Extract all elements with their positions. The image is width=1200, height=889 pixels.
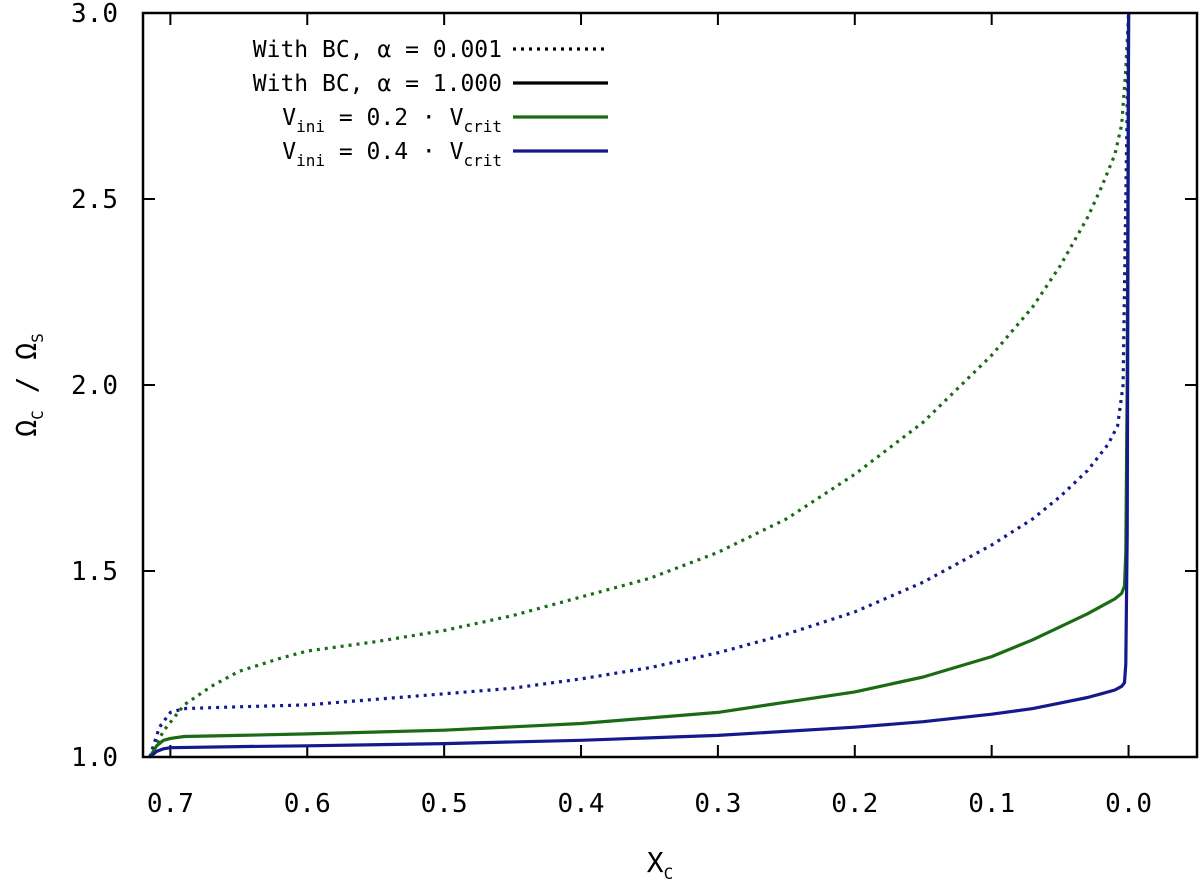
x-tick-label: 0.3 <box>694 789 741 819</box>
x-tick-label: 0.1 <box>968 789 1015 819</box>
x-tick-label: 0.0 <box>1105 789 1152 819</box>
x-tick-label: 0.6 <box>284 789 331 819</box>
tick-labels: 0.7 0.6 0.5 0.4 0.3 0.2 0.1 0.0 1.0 1.5 2.0 2.5 3.0 <box>71 0 1152 819</box>
series-line-3 <box>148 12 1131 759</box>
y-tick-label: 1.5 <box>71 557 118 587</box>
y-tick-label: 2.5 <box>71 185 118 215</box>
series-line-0 <box>148 12 1131 758</box>
y-tick-label: 2.0 <box>71 371 118 401</box>
legend-label: Vini = 0.2 · Vcrit <box>282 105 502 136</box>
x-axis-label: XC <box>647 846 674 883</box>
plot-frame <box>141 11 1199 759</box>
x-tick-label: 0.5 <box>421 789 468 819</box>
x-tick-label: 0.4 <box>558 789 605 819</box>
y-tick-label: 3.0 <box>71 0 118 29</box>
legend: With BC, α = 0.001 With BC, α = 1.000 Vini… <box>253 37 608 170</box>
x-tick-label: 0.2 <box>831 789 878 819</box>
y-tick-label: 1.0 <box>71 743 118 773</box>
plot-area <box>148 12 1131 759</box>
legend-label: With BC, α = 1.000 <box>253 71 502 97</box>
series-line-2 <box>148 12 1131 758</box>
y-axis-label: ΩC / ΩS <box>10 333 47 437</box>
legend-label: Vini = 0.4 · Vcrit <box>282 139 502 170</box>
legend-label: With BC, α = 0.001 <box>253 37 502 63</box>
x-tick-label: 0.7 <box>147 789 194 819</box>
